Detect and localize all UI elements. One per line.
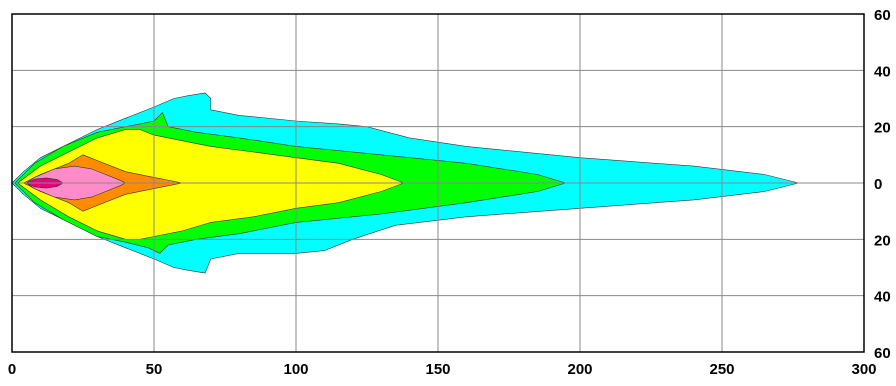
x-tick-label: 0: [8, 361, 16, 378]
x-tick-label: 150: [425, 361, 450, 378]
x-tick-label: 300: [851, 361, 876, 378]
x-tick-label: 50: [146, 361, 163, 378]
x-tick-label: 200: [567, 361, 592, 378]
x-tick-label: 100: [283, 361, 308, 378]
plot-frame: [11, 13, 865, 353]
grid: [11, 13, 865, 353]
y-tick-label: 60: [874, 7, 891, 24]
y-tick-label: 40: [874, 289, 891, 306]
y-tick-label: 60: [874, 345, 891, 362]
y-tick-label: 0: [874, 176, 882, 193]
x-tick-label: 250: [709, 361, 734, 378]
y-tick-label: 20: [874, 232, 891, 249]
y-tick-label: 40: [874, 63, 891, 80]
y-tick-label: 20: [874, 120, 891, 137]
